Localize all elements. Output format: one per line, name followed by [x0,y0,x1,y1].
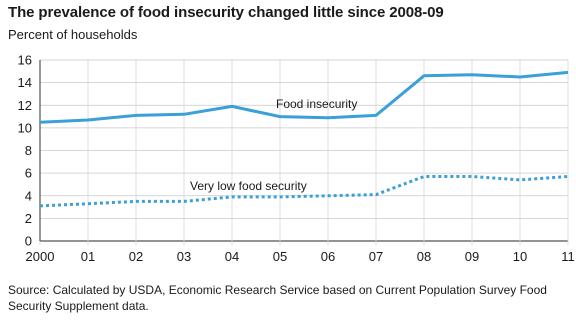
series [39,70,569,208]
x-tick-label: 06 [321,249,335,264]
series-label-very-low-food-security: Very low food security [190,179,307,193]
y-tick-label: 0 [25,234,32,249]
series-label-food-insecurity: Food insecurity [276,97,357,111]
series-labels: Food insecurity Very low food security [190,97,357,193]
x-tick-label: 02 [129,249,143,264]
x-tick-label: 09 [465,249,479,264]
x-tick-label: 03 [177,249,191,264]
source-note: Source: Calculated by USDA, Economic Res… [8,283,547,313]
y-tick-label: 6 [25,166,32,181]
y-tick-label: 16 [18,53,32,68]
x-tick-label: 2000 [26,249,55,264]
x-tick-label: 08 [417,249,431,264]
y-tick-label: 12 [18,98,32,113]
chart-title: The prevalence of food insecurity change… [8,4,444,21]
y-tick-label: 14 [18,75,32,90]
series-line-very-low-food-security [39,175,569,208]
x-tick-label: 01 [81,249,95,264]
x-tick-label: 11 [561,249,575,264]
y-tick-label: 4 [25,188,32,203]
x-tick-label: 05 [273,249,287,264]
x-tick-label: 07 [369,249,383,264]
y-axis-label: Percent of households [8,27,138,42]
series-line-food-insecurity [39,70,569,124]
y-tick-label: 8 [25,143,32,158]
x-tick-label: 10 [513,249,527,264]
y-tick-label: 2 [25,211,32,226]
grid [39,59,569,245]
x-tick-label: 04 [225,249,239,264]
y-tick-label: 10 [18,120,32,135]
